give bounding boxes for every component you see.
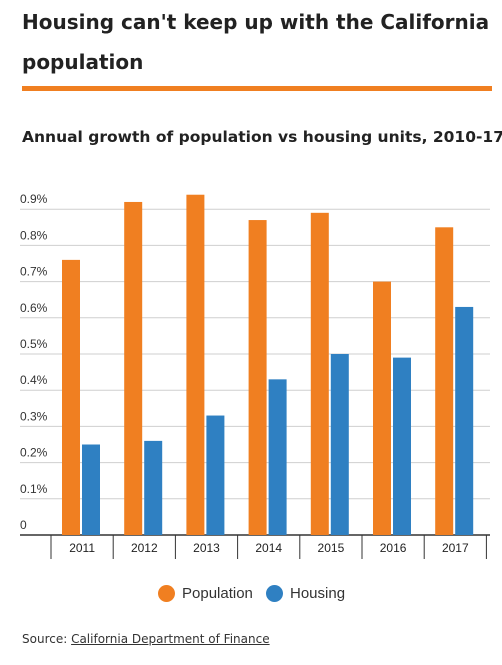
source-link[interactable]: California Department of Finance	[71, 632, 270, 646]
housing-bar	[82, 444, 100, 535]
legend-item-housing: Housing	[266, 578, 345, 608]
x-tick-label: 2012	[131, 541, 158, 555]
population-bar	[373, 281, 391, 535]
housing-bar	[393, 357, 411, 535]
accent-rule	[22, 86, 492, 91]
y-tick-label: 0.1%	[20, 482, 48, 496]
y-tick-label: 0	[20, 518, 27, 532]
x-tick-label: 2013	[193, 541, 220, 555]
source-line: Source: California Department of Finance	[22, 632, 270, 646]
x-tick-label: 2016	[380, 541, 407, 555]
housing-bar	[144, 440, 163, 535]
x-tick-label: 2011	[69, 541, 95, 555]
source-prefix: Source:	[22, 632, 72, 646]
y-tick-label: 0.2%	[20, 446, 48, 460]
housing-bar	[455, 306, 474, 535]
housing-bar	[330, 354, 349, 535]
y-tick-label: 0.9%	[20, 192, 48, 206]
bar-chart: 0 0.1% 0.2% 0.3% 0.4% 0.5% 0.6% 0.7% 0.8% 0.9% 201…	[20, 192, 490, 559]
population-swatch-icon	[158, 584, 175, 602]
chart-title: Annual growth of population vs housing u…	[22, 128, 502, 146]
population-bar	[248, 220, 267, 535]
x-tick-label: 2015	[318, 541, 345, 555]
population-bar	[62, 259, 80, 535]
population-bar	[310, 212, 329, 535]
y-tick-label: 0.6%	[20, 301, 48, 315]
x-tick-label: 2014	[255, 541, 282, 555]
population-bar	[124, 201, 143, 535]
x-tick-label: 2017	[442, 541, 469, 555]
y-tick-label: 0.3%	[20, 409, 48, 423]
population-bar	[435, 227, 454, 536]
legend-item-population: Population	[158, 578, 253, 608]
y-tick-label: 0.8%	[20, 228, 48, 242]
population-bar	[186, 194, 205, 535]
legend-label-population: Population	[182, 584, 253, 602]
housing-swatch-icon	[266, 584, 283, 602]
legend: Population Housing	[0, 578, 502, 608]
housing-bar	[268, 379, 287, 535]
housing-bar	[206, 415, 225, 535]
y-tick-label: 0.4%	[20, 373, 48, 387]
y-tick-label: 0.7%	[20, 265, 48, 279]
legend-label-housing: Housing	[290, 584, 346, 602]
y-tick-label: 0.5%	[20, 337, 48, 351]
headline: Housing can't keep up with the Californi…	[22, 10, 490, 74]
